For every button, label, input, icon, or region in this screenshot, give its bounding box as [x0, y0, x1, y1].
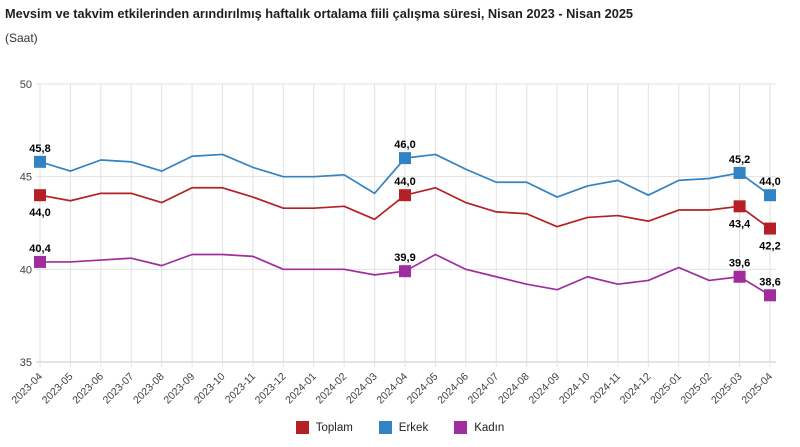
data-point-label: 44,0 — [759, 176, 780, 188]
data-point-marker-toplam[interactable] — [764, 222, 776, 235]
x-tick-label: 2025-01 — [648, 371, 684, 407]
legend-label: Kadın — [474, 421, 505, 434]
x-tick-label: 2023-12 — [253, 371, 289, 407]
x-tick-label: 2024-05 — [405, 371, 441, 407]
x-tick-label: 2023-09 — [161, 371, 197, 407]
x-tick-label: 2024-09 — [526, 371, 562, 407]
x-tick-label: 2023-06 — [70, 371, 106, 407]
legend-label: Toplam — [315, 421, 353, 434]
x-tick-label: 2024-02 — [314, 371, 350, 407]
data-point-marker-kadın[interactable] — [34, 255, 46, 268]
data-point-marker-erkek[interactable] — [764, 189, 776, 202]
chart-subtitle: (Saat) — [5, 31, 38, 45]
y-tick-label: 40 — [20, 264, 32, 276]
data-point-marker-toplam[interactable] — [34, 189, 46, 202]
legend-swatch-icon — [378, 421, 392, 434]
data-point-marker-erkek[interactable] — [34, 155, 46, 168]
x-tick-label: 2023-07 — [101, 371, 137, 407]
data-point-marker-kadın[interactable] — [733, 270, 746, 283]
x-tick-label: 2023-05 — [40, 371, 76, 407]
data-point-label: 46,0 — [394, 139, 415, 151]
x-tick-label: 2024-12 — [618, 371, 654, 407]
data-point-marker-kadın[interactable] — [399, 265, 411, 278]
data-point-label: 43,4 — [729, 218, 751, 230]
legend-label: Erkek — [398, 421, 429, 434]
x-tick-label: 2024-10 — [557, 371, 593, 407]
data-point-label: 45,8 — [29, 143, 50, 155]
x-tick-label: 2024-11 — [588, 371, 623, 406]
legend-item-toplam[interactable]: Toplam — [295, 421, 353, 434]
x-tick-label: 2023-04 — [9, 371, 45, 407]
data-point-label: 42,2 — [759, 241, 780, 253]
line-chart: 504540352023-042023-052023-062023-072023… — [9, 79, 780, 407]
data-point-label: 38,6 — [759, 276, 780, 288]
x-tick-label: 2024-01 — [283, 371, 319, 407]
data-point-label: 44,0 — [394, 176, 415, 188]
data-point-marker-kadın[interactable] — [764, 289, 776, 302]
data-point-label: 39,6 — [729, 258, 750, 270]
x-tick-label: 2024-03 — [344, 371, 380, 407]
x-tick-label: 2024-07 — [466, 371, 502, 407]
chart-title: Mevsim ve takvim etkilerinden arındırılm… — [5, 6, 634, 21]
y-tick-label: 35 — [20, 357, 32, 369]
x-tick-label: 2025-03 — [709, 371, 745, 407]
data-point-marker-erkek[interactable] — [733, 166, 746, 179]
x-tick-label: 2023-08 — [131, 371, 167, 407]
legend-swatch-icon — [454, 421, 468, 434]
legend-item-erkek[interactable]: Erkek — [378, 421, 429, 434]
chart-legend: Toplam Erkek Kadın — [0, 421, 800, 434]
legend-item-kadın[interactable]: Kadın — [454, 421, 504, 434]
data-point-label: 39,9 — [394, 252, 415, 264]
x-tick-label: 2024-08 — [496, 371, 532, 407]
x-tick-label: 2025-04 — [739, 371, 775, 407]
x-tick-label: 2024-06 — [435, 371, 471, 407]
x-tick-label: 2024-04 — [374, 371, 410, 407]
data-point-label: 40,4 — [29, 243, 51, 255]
data-point-marker-erkek[interactable] — [399, 152, 411, 165]
x-tick-label: 2025-02 — [679, 371, 715, 407]
x-tick-label: 2023-10 — [192, 371, 228, 407]
legend-swatch-icon — [295, 421, 309, 434]
data-point-marker-toplam[interactable] — [733, 200, 746, 213]
data-point-marker-toplam[interactable] — [399, 189, 411, 202]
x-tick-label: 2023-11 — [223, 371, 258, 406]
y-tick-label: 50 — [20, 79, 32, 91]
y-tick-label: 45 — [20, 172, 32, 184]
data-point-label: 44,0 — [29, 207, 50, 219]
data-point-label: 45,2 — [729, 154, 750, 166]
